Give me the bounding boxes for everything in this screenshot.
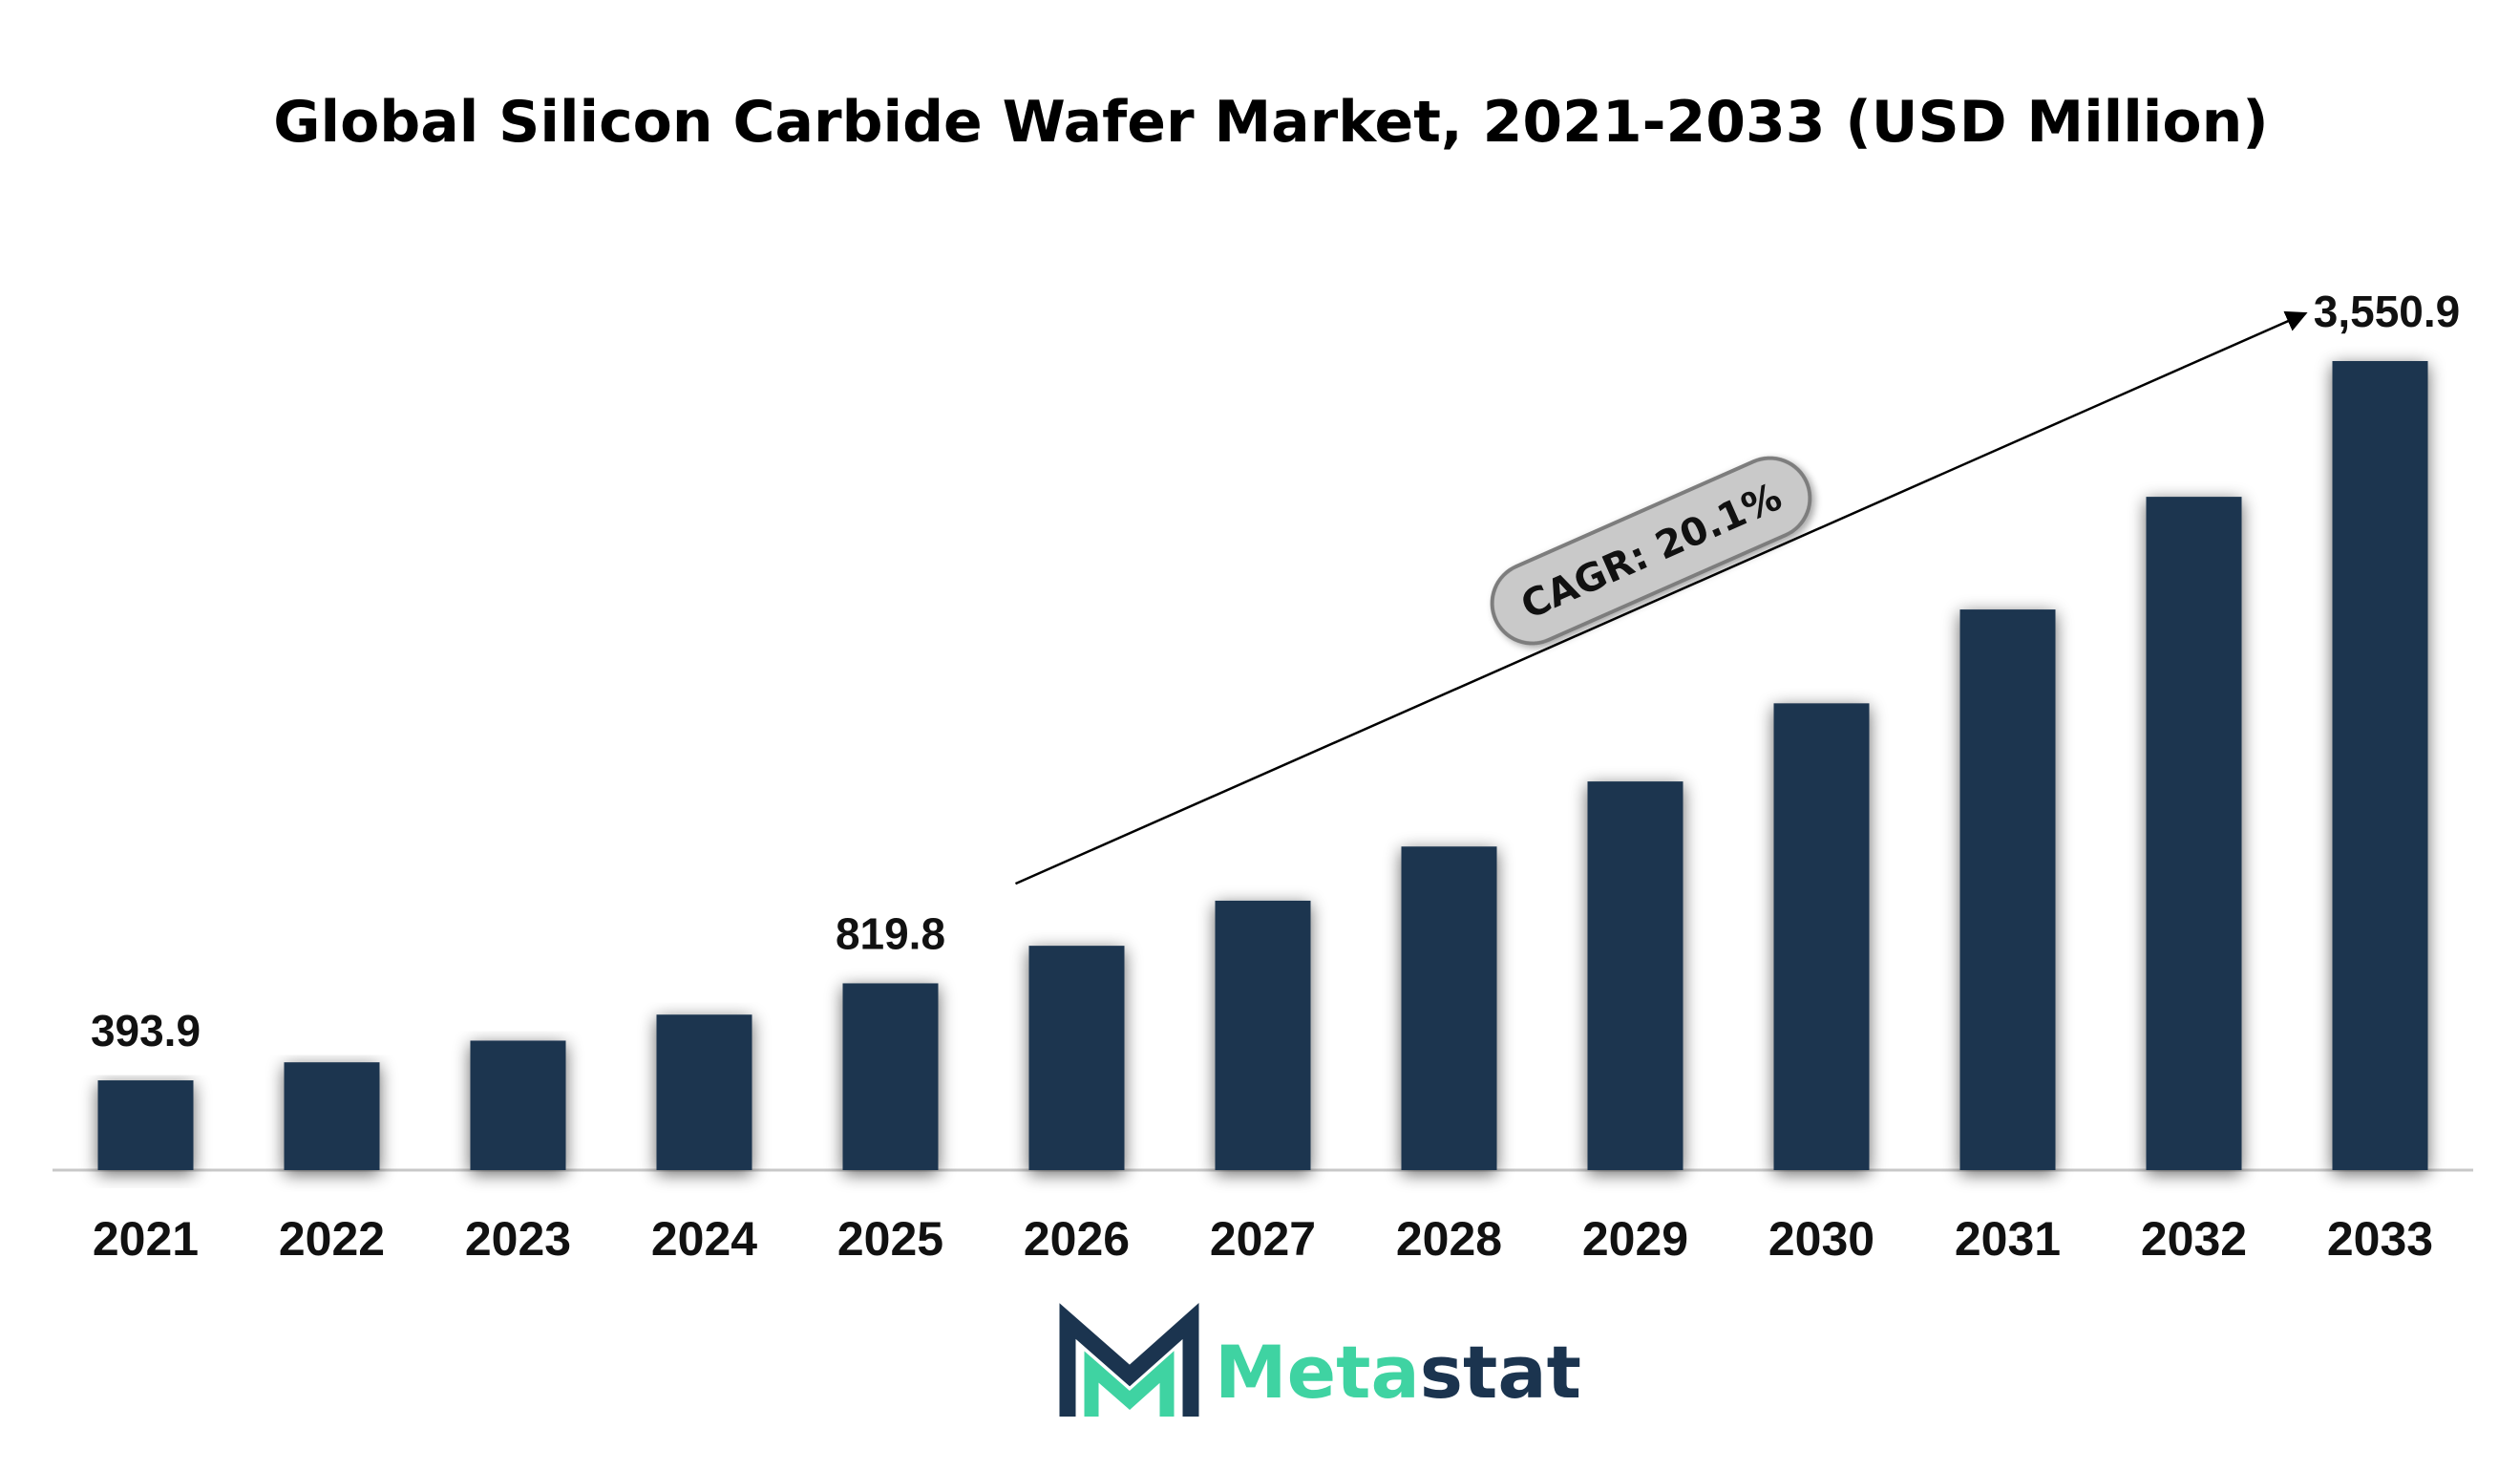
data-label: 393.9	[91, 1006, 201, 1055]
x-tick-label: 2030	[1768, 1212, 1874, 1266]
bar-2028	[1401, 846, 1497, 1170]
logo-m-mark-accent	[1084, 1351, 1175, 1417]
bar-2027	[1215, 900, 1311, 1170]
x-tick-label: 2026	[1024, 1212, 1130, 1266]
bar-2032	[2146, 497, 2242, 1170]
bar-2030	[1773, 703, 1870, 1170]
bar-2025	[842, 983, 939, 1170]
cagr-arrow	[1014, 310, 2308, 885]
logo-m-mark-dark	[1059, 1303, 1199, 1417]
x-tick-label: 2023	[465, 1212, 571, 1266]
data-labels: 393.9 819.8 3,550.9	[91, 287, 2460, 1055]
bar-2021	[97, 1080, 194, 1170]
x-tick-label: 2033	[2327, 1212, 2433, 1266]
x-tick-label: 2028	[1396, 1212, 1502, 1266]
x-tick-label: 2021	[93, 1212, 199, 1266]
x-tick-label: 2025	[837, 1212, 943, 1266]
bar-2033	[2332, 361, 2428, 1170]
bar-2024	[656, 1014, 752, 1170]
data-label: 3,550.9	[2314, 287, 2460, 336]
x-tick-label: 2032	[2141, 1212, 2247, 1266]
bars-layer	[97, 361, 2428, 1170]
bar-2026	[1028, 946, 1125, 1170]
chart-title: Global Silicon Carbide Wafer Market, 202…	[273, 89, 2268, 156]
logo-wordmark-meta: Meta	[1215, 1330, 1420, 1415]
bar-2029	[1587, 781, 1684, 1170]
x-tick-label: 2027	[1210, 1212, 1316, 1266]
metastat-logo: Metastat	[1059, 1303, 1581, 1417]
bar-2022	[284, 1062, 380, 1170]
x-tick-labels: 2021 2022 2023 2024 2025 2026 2027 2028 2029 2030…	[93, 1212, 2433, 1266]
bar-2031	[1959, 609, 2056, 1170]
logo-wordmark: Metastat	[1215, 1330, 1581, 1415]
x-tick-label: 2022	[279, 1212, 385, 1266]
cagr-badge-shape	[1490, 456, 1812, 646]
x-tick-label: 2031	[1955, 1212, 2061, 1266]
x-tick-label: 2024	[651, 1212, 757, 1266]
logo-wordmark-stat: stat	[1420, 1330, 1581, 1415]
data-label: 819.8	[836, 908, 945, 958]
x-tick-label: 2029	[1582, 1212, 1688, 1266]
bar-2023	[470, 1040, 566, 1170]
